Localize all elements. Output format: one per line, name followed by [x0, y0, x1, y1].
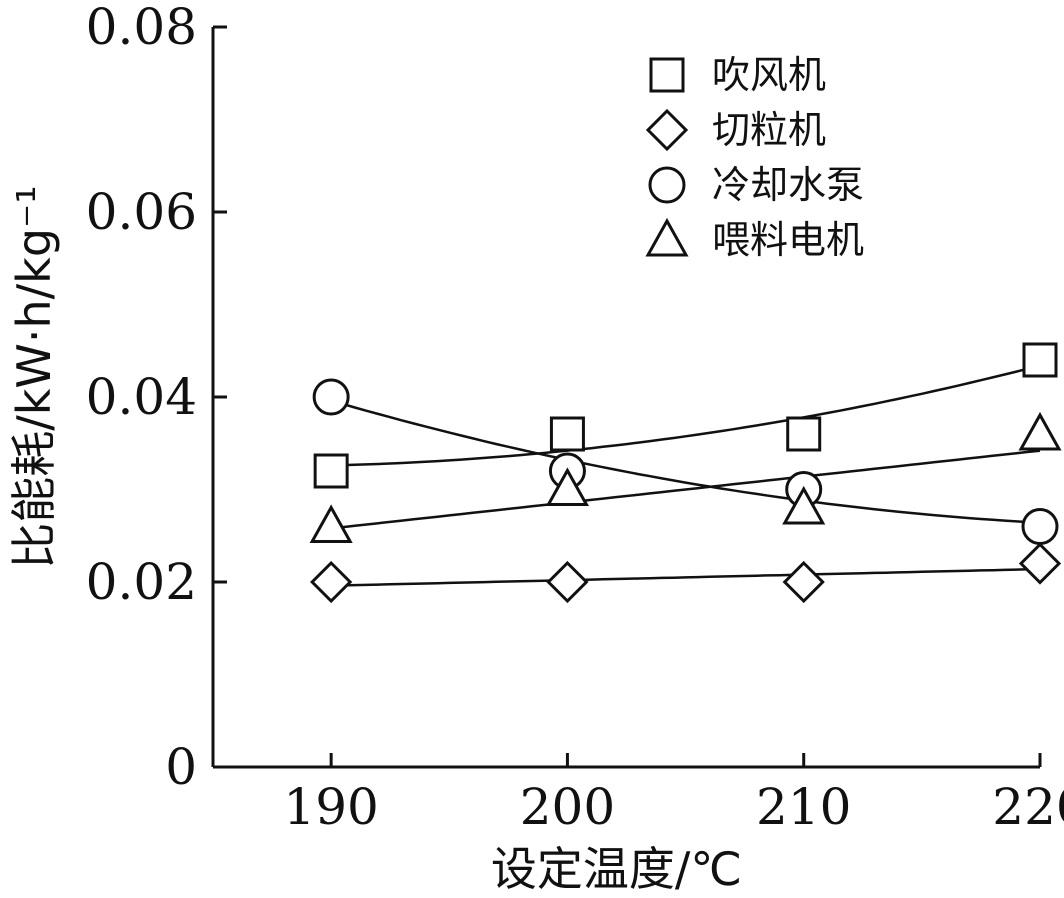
y-axis-label: 比能耗/kW·h/kg⁻¹ — [7, 185, 61, 568]
legend-label: 冷却水泵 — [712, 163, 864, 207]
marker-triangle — [545, 467, 589, 506]
x-tick-label: 190 — [283, 778, 378, 836]
marker-circle — [648, 166, 686, 204]
marker-square — [549, 416, 585, 452]
marker-square — [1022, 342, 1058, 378]
legend-label: 吹风机 — [712, 53, 826, 97]
marker-circle — [312, 378, 350, 416]
marker-diamond — [546, 560, 589, 604]
marker-diamond — [782, 560, 825, 604]
legend-label: 喂料电机 — [712, 218, 864, 262]
marker-circle — [1021, 508, 1059, 545]
marker-square — [786, 416, 822, 452]
marker-triangle — [309, 504, 353, 543]
x-tick-label: 210 — [756, 778, 851, 836]
marker-diamond — [1018, 542, 1062, 585]
legend-label: 切粒机 — [712, 108, 826, 152]
fit-line — [331, 364, 1041, 467]
marker-triangle — [645, 217, 689, 257]
x-tick-label: 200 — [520, 778, 615, 836]
y-tick-label: 0.04 — [86, 368, 197, 426]
marker-triangle — [782, 485, 826, 525]
axes: 0 0.02 0.04 0.06 0.08 190 200 210 220 — [86, 0, 1064, 836]
fit-line — [331, 567, 1041, 587]
marker-diamond — [645, 108, 689, 152]
fit-line — [330, 449, 1041, 530]
x-tick-label: 220 — [992, 778, 1064, 836]
marker-square — [649, 57, 685, 93]
marker-diamond — [310, 560, 353, 604]
y-tick-label: 0.08 — [86, 0, 197, 56]
fit-line — [330, 399, 1041, 525]
data-markers — [309, 342, 1062, 604]
marker-square — [313, 453, 349, 489]
y-tick-label: 0.06 — [86, 183, 197, 241]
marker-triangle — [1018, 411, 1062, 451]
fit-lines — [330, 364, 1041, 587]
y-tick-label: 0 — [165, 738, 197, 796]
x-axis-label: 设定温度/℃ — [491, 842, 742, 896]
y-tick-label: 0.02 — [86, 553, 197, 611]
